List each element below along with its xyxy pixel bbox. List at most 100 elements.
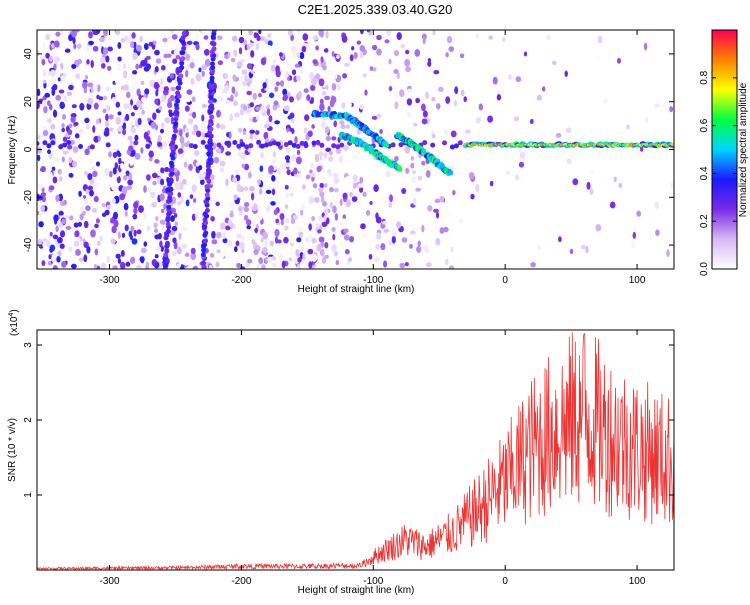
spectrogram-cell xyxy=(371,115,378,120)
spectrogram-cell xyxy=(258,30,262,34)
spectrogram-cell xyxy=(192,144,198,149)
spectrogram-cell xyxy=(173,121,179,127)
spectrogram-cell xyxy=(93,196,99,203)
spectrogram-cell xyxy=(172,237,177,244)
spectrogram-cell xyxy=(375,212,379,220)
spectrogram-cell xyxy=(40,166,46,173)
spectrogram-cell xyxy=(140,80,145,86)
spectrogram-cell xyxy=(296,237,302,243)
spectrogram-cell xyxy=(488,35,494,40)
spectrogram-cell xyxy=(51,42,55,49)
spectrogram-cell xyxy=(330,95,337,104)
spectrogram-cell xyxy=(174,221,179,227)
spectrogram-cell xyxy=(153,81,160,90)
spectrogram-cell xyxy=(225,151,232,156)
spectrogram-cell xyxy=(296,75,301,82)
spectrogram-cell xyxy=(195,162,200,167)
spectrogram-cell xyxy=(234,91,239,98)
colorbar-tick-label: 0.8 xyxy=(699,70,710,84)
spectrogram-cell xyxy=(164,166,170,173)
spectrogram-cell xyxy=(53,56,59,64)
spectrogram-cell xyxy=(339,198,343,206)
colorbar-tick-label: 0.6 xyxy=(699,118,710,132)
spectrogram-cell xyxy=(303,143,309,149)
spectrogram-cell xyxy=(309,99,314,104)
spectrogram-cell xyxy=(328,31,334,36)
spectrogram-cell xyxy=(351,46,355,51)
spectrogram-cell xyxy=(442,140,447,146)
spectrogram-cell xyxy=(325,147,332,153)
spectrogram-cell xyxy=(200,252,206,258)
spectrogram-cell xyxy=(388,85,393,92)
y-tick-label: -20 xyxy=(23,190,34,205)
spectrogram-cell xyxy=(198,67,202,73)
spectrogram-cell xyxy=(313,35,319,41)
spectrogram-cell xyxy=(234,246,238,253)
spectrogram-cell xyxy=(311,215,315,222)
spectrogram-cell xyxy=(186,97,191,103)
spectrogram-cell xyxy=(218,83,223,91)
spectrogram-cell xyxy=(157,77,162,85)
spectrogram-cell xyxy=(136,100,142,108)
spectrogram-cell xyxy=(423,245,429,253)
spectrogram-cell xyxy=(95,30,101,34)
spectrogram-cell xyxy=(92,45,99,52)
spectrogram-cell xyxy=(288,96,295,103)
spectrogram-cell xyxy=(195,73,202,82)
spectrogram-cell xyxy=(215,261,220,268)
spectrogram-cell xyxy=(401,188,407,194)
spectrogram-cell xyxy=(320,120,326,128)
spectrogram-y-axis-label: Frequency (Hz) xyxy=(7,116,18,185)
spectrogram-cell xyxy=(112,151,118,158)
x-tick-label: 0 xyxy=(502,275,508,286)
spectrogram-cell xyxy=(654,201,660,210)
spectrogram-cell xyxy=(83,220,89,229)
spectrogram-cell xyxy=(79,205,85,213)
spectrogram-cell xyxy=(140,247,147,254)
spectrogram-cell xyxy=(304,114,310,122)
spectrogram-cell xyxy=(37,50,40,56)
spectrogram-cell xyxy=(287,131,292,137)
x-tick-label: 100 xyxy=(629,275,646,286)
spectrogram-cell xyxy=(335,259,340,266)
spectrogram-cell xyxy=(400,43,406,49)
spectrogram-cell xyxy=(198,174,205,180)
spectrogram-cell xyxy=(283,236,289,244)
spectrogram-cell xyxy=(450,246,454,253)
spectrogram-cell xyxy=(61,127,66,133)
colorbar: 0.0 0.2 0.4 0.6 0.8 Normalized spectral ampl… xyxy=(699,29,749,276)
spectrogram-cell xyxy=(48,152,53,160)
spectrogram-cell xyxy=(129,41,135,49)
spectrogram-cell xyxy=(165,221,171,227)
spectrogram-cell xyxy=(206,160,212,166)
spectrogram-cell xyxy=(265,205,271,213)
colorbar-tick-label: 0.2 xyxy=(699,214,710,228)
spectrogram-cell xyxy=(342,73,348,79)
spectrogram-cell xyxy=(117,111,122,116)
spectrogram-cell xyxy=(386,30,392,36)
spectrogram-cell xyxy=(129,121,133,126)
spectrogram-cell xyxy=(145,143,151,149)
spectrogram-cell xyxy=(154,98,159,105)
spectrogram-cell xyxy=(68,84,74,91)
spectrogram-cell xyxy=(145,261,150,267)
spectrogram-cell xyxy=(328,186,335,193)
spectrogram-cell xyxy=(292,214,299,220)
snr-plot: -300 -200 -100 0 100 1 2 3 Height of straight … xyxy=(7,309,675,596)
spectrogram-cell xyxy=(144,88,150,95)
spectrogram-cell xyxy=(109,170,113,178)
spectrogram-cell xyxy=(37,101,40,109)
spectrogram-cell xyxy=(298,231,304,238)
spectrogram-cell xyxy=(211,239,218,245)
spectrogram-cell xyxy=(572,178,579,186)
spectrogram-cell xyxy=(311,254,318,262)
spectrogram-cell xyxy=(470,193,475,200)
spectrogram-cell xyxy=(284,155,291,161)
spectrogram-cell xyxy=(38,221,44,228)
spectrogram-cell xyxy=(643,42,648,51)
spectrogram-cell xyxy=(186,40,193,45)
spectrogram-cell xyxy=(254,130,260,135)
spectrogram-cell xyxy=(143,185,147,193)
spectrogram-cell xyxy=(404,262,409,267)
spectrogram-cell xyxy=(120,162,125,170)
